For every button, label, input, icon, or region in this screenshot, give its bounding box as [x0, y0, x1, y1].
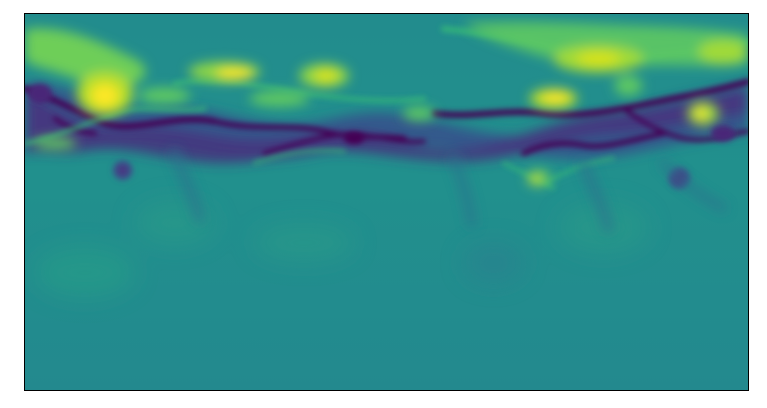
dark-filaments [25, 78, 748, 156]
bright-vortices [25, 21, 748, 187]
shear-layer-dark [25, 83, 748, 164]
lower-wisps [169, 148, 728, 233]
vorticity-field [25, 14, 748, 390]
plot-area [24, 13, 749, 391]
